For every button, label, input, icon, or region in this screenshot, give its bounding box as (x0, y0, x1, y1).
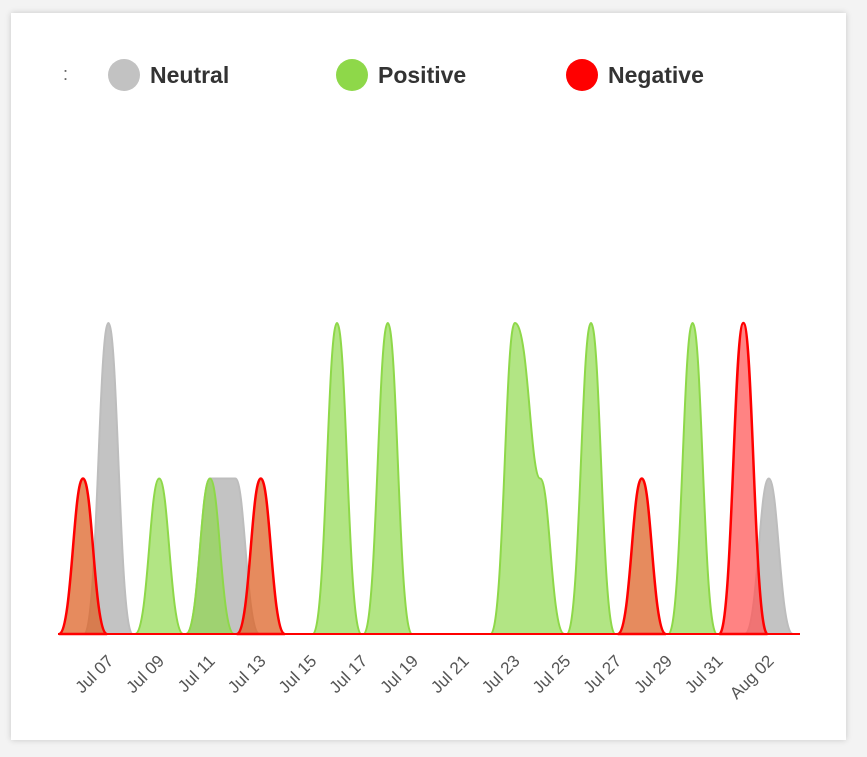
positive-peak-5[interactable] (565, 321, 617, 635)
x-tick-label: Jul 11 (174, 651, 219, 696)
series-negative (58, 321, 769, 636)
neutral-dot-icon (108, 59, 140, 91)
legend-item-negative[interactable]: Negative (566, 58, 704, 92)
series-positive (134, 321, 718, 635)
positive-peak-2[interactable] (311, 321, 363, 635)
legend-item-positive[interactable]: Positive (336, 58, 466, 92)
x-tick-label: Jul 31 (681, 651, 727, 697)
legend-label-neutral: Neutral (150, 61, 230, 88)
x-tick-label: Jul 27 (580, 651, 626, 697)
x-tick-label: Jul 29 (631, 651, 677, 697)
x-axis-ticks: Jul 07 Jul 09 Jul 11 Jul 13 Jul 15 Jul 17 Jul … (72, 651, 778, 703)
x-tick-label: Aug 02 (726, 651, 778, 703)
x-tick-label: Jul 25 (529, 651, 575, 697)
x-tick-label: Jul 13 (224, 651, 270, 697)
x-tick-label: Jul 09 (123, 651, 169, 697)
positive-peak-6[interactable] (667, 321, 718, 635)
positive-peak-4[interactable] (489, 321, 566, 635)
x-tick-label: Jul 07 (72, 651, 118, 697)
negative-peak-0[interactable] (58, 477, 109, 636)
x-tick-label: Jul 15 (275, 651, 321, 697)
negative-peak-3[interactable] (718, 321, 769, 636)
legend-colon: : (63, 64, 69, 84)
positive-peak-1[interactable] (184, 477, 236, 635)
legend-label-positive: Positive (378, 61, 467, 88)
legend-item-neutral[interactable]: Neutral (108, 58, 229, 92)
x-tick-label: Jul 23 (478, 651, 524, 697)
x-tick-label: Jul 19 (377, 651, 423, 697)
positive-dot-icon (336, 59, 368, 91)
positive-peak-0[interactable] (134, 477, 185, 635)
series-layer (58, 321, 794, 636)
negative-peak-1[interactable] (235, 477, 287, 636)
x-tick-label: Jul 21 (427, 651, 473, 697)
negative-peak-2[interactable] (616, 477, 668, 636)
positive-peak-3[interactable] (362, 321, 413, 635)
x-tick-label: Jul 17 (326, 651, 372, 697)
negative-dot-icon (566, 59, 598, 91)
legend-label-negative: Negative (608, 61, 704, 88)
